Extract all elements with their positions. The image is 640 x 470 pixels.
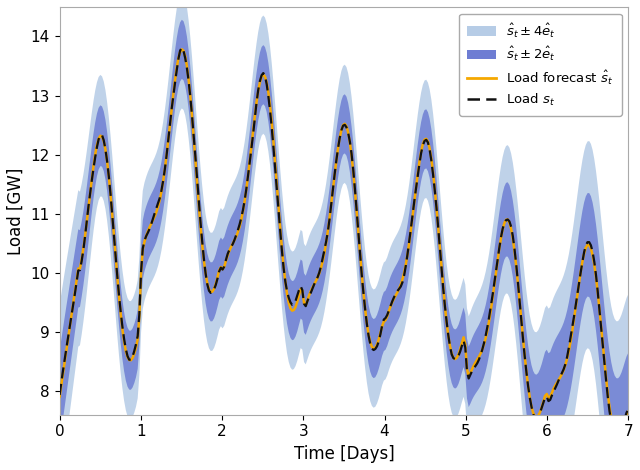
Y-axis label: Load [GW]: Load [GW]	[7, 167, 25, 255]
Legend: $\hat{s}_t \pm 4\hat{e}_t$, $\hat{s}_t \pm 2\hat{e}_t$, Load forecast $\hat{s}_t: $\hat{s}_t \pm 4\hat{e}_t$, $\hat{s}_t \…	[459, 14, 621, 116]
X-axis label: Time [Days]: Time [Days]	[294, 445, 394, 463]
